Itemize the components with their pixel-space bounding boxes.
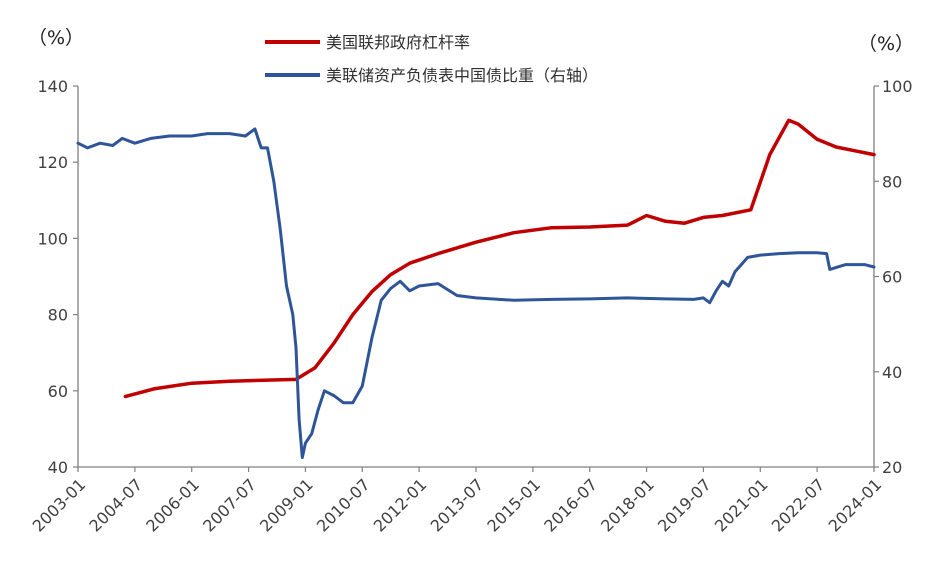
- x-tick-label: 2018-01: [597, 475, 658, 536]
- right-y-tick-label: 80: [882, 172, 902, 191]
- left-y-tick-label: 100: [37, 229, 68, 248]
- legend-label-treasury-share: 美联储资产负债表中国债比重（右轴）: [326, 66, 598, 85]
- right-y-tick-label: 40: [882, 363, 902, 382]
- axes-group: [77, 86, 875, 468]
- x-tick-label: 2019-07: [654, 475, 715, 536]
- x-tick-label: 2024-01: [825, 475, 886, 536]
- left-y-tick-label: 60: [48, 382, 68, 401]
- x-tick-label: 2012-01: [370, 475, 431, 536]
- left-y-tick-label: 40: [48, 458, 68, 477]
- x-tick-label: 2013-07: [427, 475, 488, 536]
- x-ticks: 2003-012004-072006-012007-072009-012010-…: [29, 467, 886, 536]
- series-line-treasury-share: [76, 127, 876, 459]
- series-line-federal-leverage: [123, 118, 876, 399]
- left-axis-unit-label: （%）: [28, 27, 84, 49]
- series-lines: [76, 118, 876, 459]
- left-y-ticks: 40 60 80 100 120 140: [37, 77, 78, 477]
- left-y-tick-label: 80: [48, 306, 68, 325]
- x-tick-label: 2009-01: [256, 475, 317, 536]
- right-y-ticks: 20 40 60 80 100: [874, 77, 913, 477]
- x-tick-label: 2006-01: [142, 475, 203, 536]
- x-tick-label: 2016-07: [540, 475, 601, 536]
- x-tick-label: 2010-07: [313, 475, 374, 536]
- legend: 美国联邦政府杠杆率 美联储资产负债表中国债比重（右轴）: [265, 33, 598, 85]
- right-y-tick-label: 100: [882, 77, 913, 96]
- x-tick-label: 2004-07: [85, 475, 146, 536]
- right-y-tick-label: 60: [882, 268, 902, 287]
- left-y-tick-label: 120: [37, 153, 68, 172]
- left-y-tick-label: 140: [37, 77, 68, 96]
- x-tick-label: 2022-07: [768, 475, 829, 536]
- legend-label-federal-leverage: 美国联邦政府杠杆率: [326, 33, 470, 52]
- x-tick-label: 2021-01: [711, 475, 772, 536]
- x-tick-label: 2015-01: [483, 475, 544, 536]
- right-y-tick-label: 20: [882, 458, 902, 477]
- x-tick-label: 2003-01: [29, 475, 90, 536]
- right-axis-unit-label: （%）: [858, 33, 914, 55]
- x-tick-label: 2007-07: [199, 475, 260, 536]
